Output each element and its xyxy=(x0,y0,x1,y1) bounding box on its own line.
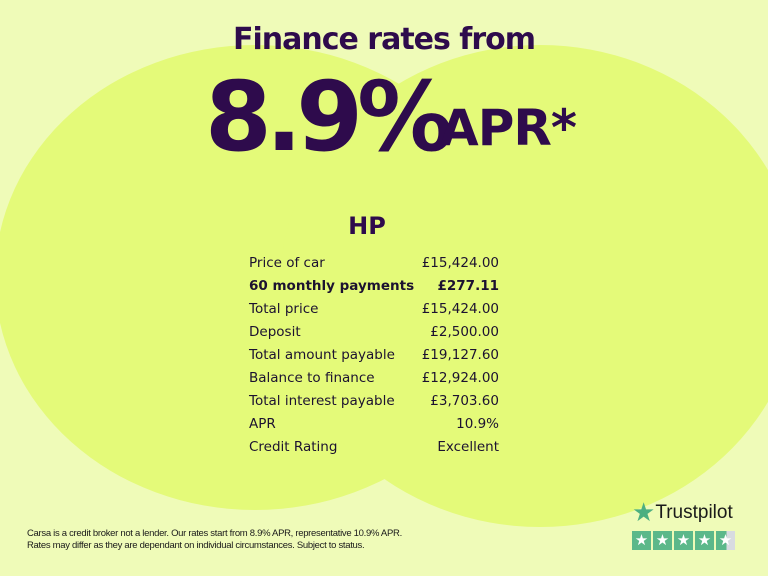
disclaimer-line: Carsa is a credit broker not a lender. O… xyxy=(27,528,402,539)
trustpilot-badge[interactable]: ★Trustpilot ★ ★ ★ ★ ★ xyxy=(632,498,735,550)
table-row: Deposit £2,500.00 xyxy=(249,321,499,344)
table-row: Price of car £15,424.00 xyxy=(249,252,499,275)
trustpilot-star-icon: ★ xyxy=(632,498,656,528)
rate-suffix: APR* xyxy=(440,99,577,157)
row-value: £15,424.00 xyxy=(421,301,499,317)
rating-star-icon: ★ xyxy=(695,531,714,550)
row-label: Price of car xyxy=(249,255,325,271)
row-label: Total price xyxy=(249,301,319,317)
rating-star-icon: ★ xyxy=(716,531,735,550)
rating-star-icon: ★ xyxy=(653,531,672,550)
table-row: 60 monthly payments £277.11 xyxy=(249,275,499,298)
headline: Finance rates from xyxy=(232,22,536,57)
row-label: Balance to finance xyxy=(249,370,375,386)
row-value: Excellent xyxy=(437,439,499,455)
trustpilot-rating: ★ ★ ★ ★ ★ xyxy=(632,531,735,550)
row-label: Total amount payable xyxy=(249,347,395,363)
row-label: Deposit xyxy=(249,324,301,340)
rating-star-icon: ★ xyxy=(632,531,651,550)
table-row: Balance to finance £12,924.00 xyxy=(249,367,499,390)
table-row: Total interest payable £3,703.60 xyxy=(249,390,499,413)
row-value: £12,924.00 xyxy=(421,370,499,386)
row-label: Credit Rating xyxy=(249,439,338,455)
rating-star-icon: ★ xyxy=(674,531,693,550)
table-row: Total amount payable £19,127.60 xyxy=(249,344,499,367)
finance-table: Price of car £15,424.00 60 monthly payment… xyxy=(249,252,499,459)
row-value: £15,424.00 xyxy=(421,255,499,271)
row-value: 10.9% xyxy=(456,416,499,432)
disclaimer: Carsa is a credit broker not a lender. O… xyxy=(27,528,402,552)
row-label: Total interest payable xyxy=(249,393,395,409)
row-value: £3,703.60 xyxy=(430,393,499,409)
disclaimer-line: Rates may differ as they are dependant o… xyxy=(27,540,365,551)
rate-value: 8.9% xyxy=(205,61,453,173)
table-row: APR 10.9% xyxy=(249,413,499,436)
table-row: Total price £15,424.00 xyxy=(249,298,499,321)
table-title: HP xyxy=(348,212,386,240)
row-label: APR xyxy=(249,416,276,432)
table-row: Credit Rating Excellent xyxy=(249,436,499,459)
background-circle-right xyxy=(280,45,768,527)
row-value: £277.11 xyxy=(437,278,500,294)
trustpilot-name: Trustpilot xyxy=(655,502,733,523)
row-label: 60 monthly payments xyxy=(249,278,415,294)
row-value: £19,127.60 xyxy=(421,347,499,363)
row-value: £2,500.00 xyxy=(430,324,499,340)
